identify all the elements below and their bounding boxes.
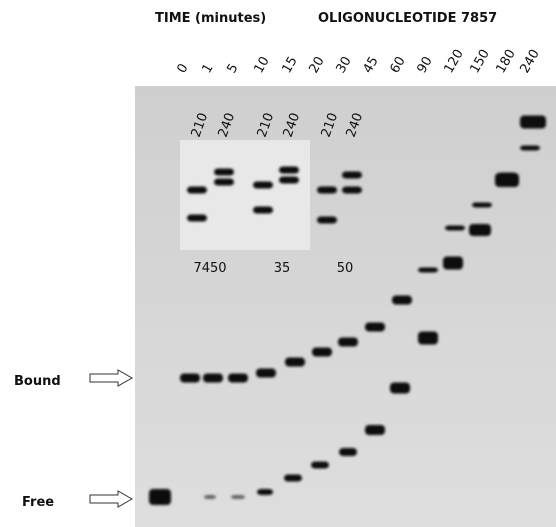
band bbox=[256, 369, 276, 378]
band bbox=[284, 475, 302, 482]
lane-label: 60 bbox=[387, 54, 408, 76]
band bbox=[342, 187, 362, 194]
band bbox=[443, 257, 463, 270]
inset-label: 50 bbox=[337, 261, 354, 276]
band bbox=[472, 203, 492, 208]
band bbox=[214, 179, 234, 186]
band bbox=[520, 146, 540, 151]
band bbox=[520, 116, 546, 129]
lane-label: 240 bbox=[517, 47, 542, 76]
band bbox=[338, 338, 358, 347]
band bbox=[187, 187, 207, 194]
band bbox=[390, 383, 410, 394]
band bbox=[257, 489, 273, 495]
lane-label: 90 bbox=[414, 54, 435, 76]
time-label: TIME (minutes) bbox=[155, 11, 266, 26]
inset-label: 7450 bbox=[193, 261, 226, 276]
lane-label: 0 bbox=[174, 61, 191, 76]
band bbox=[317, 187, 337, 194]
band bbox=[214, 169, 234, 176]
lane-label: 120 bbox=[441, 47, 466, 76]
band bbox=[253, 182, 273, 189]
band bbox=[180, 374, 200, 383]
oligo-label: OLIGONUCLEOTIDE 7857 bbox=[318, 11, 497, 26]
band bbox=[342, 172, 362, 179]
band bbox=[339, 448, 357, 456]
band bbox=[317, 217, 337, 224]
band bbox=[392, 296, 412, 305]
inset-area bbox=[180, 140, 310, 250]
lane-label: 20 bbox=[306, 54, 327, 76]
band bbox=[365, 425, 385, 435]
band bbox=[418, 268, 438, 273]
lane-label: 30 bbox=[333, 54, 354, 76]
band bbox=[312, 348, 332, 357]
band bbox=[495, 173, 519, 187]
band bbox=[204, 495, 216, 499]
band bbox=[311, 462, 329, 469]
band bbox=[365, 323, 385, 332]
free-label: Free bbox=[22, 495, 54, 510]
inset-label: 35 bbox=[274, 261, 291, 276]
lane-label: 150 bbox=[467, 47, 492, 76]
band bbox=[285, 358, 305, 367]
gel-figure: TIME (minutes) OLIGONUCLEOTIDE 7857 Boun… bbox=[0, 0, 556, 527]
band bbox=[149, 489, 171, 505]
band bbox=[253, 207, 273, 214]
lane-label: 15 bbox=[279, 54, 300, 76]
band bbox=[279, 177, 299, 184]
lane-label: 5 bbox=[224, 61, 241, 76]
band bbox=[228, 374, 248, 383]
lane-label: 45 bbox=[360, 54, 381, 76]
lane-label: 10 bbox=[251, 54, 272, 76]
band bbox=[203, 374, 223, 383]
band bbox=[469, 224, 491, 236]
arrows bbox=[90, 370, 132, 507]
bound-label: Bound bbox=[14, 374, 61, 389]
lane-label: 1 bbox=[199, 61, 216, 76]
band bbox=[445, 226, 465, 231]
lane-label: 180 bbox=[493, 47, 518, 76]
band bbox=[187, 215, 207, 222]
band bbox=[418, 332, 438, 345]
band bbox=[279, 167, 299, 174]
band bbox=[231, 495, 245, 499]
